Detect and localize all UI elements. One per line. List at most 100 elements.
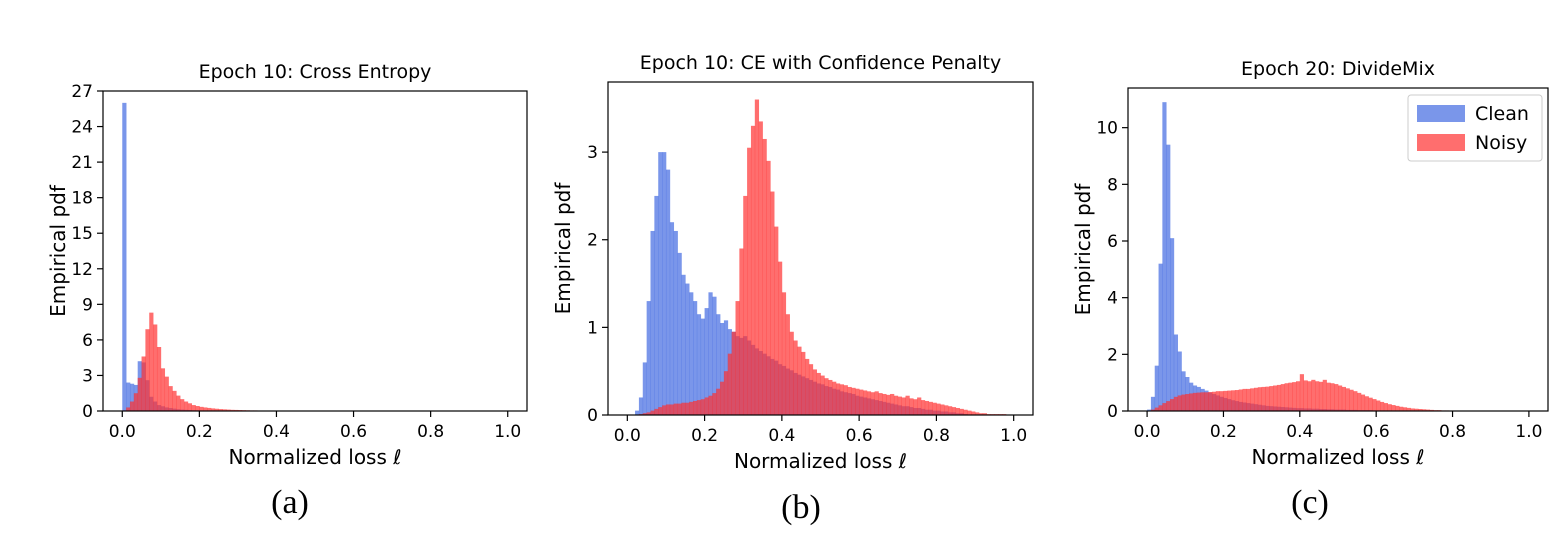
bar-noisy bbox=[1418, 409, 1423, 411]
chart-panel-1: 0.0 0.2 0.4 0.6 0.8 1.0 0 1 2 3 Epoch 10: CE with … bbox=[551, 52, 1034, 473]
y-tick-label: 0 bbox=[1107, 402, 1118, 422]
bar-clean bbox=[1154, 365, 1159, 411]
bar-noisy bbox=[141, 356, 146, 411]
bar-noisy bbox=[735, 301, 740, 415]
bar-noisy bbox=[1170, 399, 1175, 411]
bar-noisy bbox=[1246, 388, 1251, 411]
bar-noisy bbox=[1303, 380, 1308, 411]
bar-noisy bbox=[1261, 386, 1266, 411]
bar-noisy bbox=[851, 387, 856, 415]
bar-noisy bbox=[164, 376, 169, 411]
bar-noisy bbox=[226, 409, 231, 411]
bar-noisy bbox=[959, 408, 964, 415]
bar-noisy bbox=[681, 402, 686, 415]
bar-noisy bbox=[210, 408, 216, 411]
bar-noisy bbox=[843, 385, 848, 415]
x-axis-label: Normalized loss ℓ bbox=[734, 449, 907, 473]
y-tick-label: 27 bbox=[71, 82, 93, 102]
bar-noisy bbox=[750, 125, 756, 415]
bar-noisy bbox=[975, 412, 980, 415]
chart-panel-2: 0.0 0.2 0.4 0.6 0.8 1.0 0 2 4 6 8 10 Epoch 20: Divid… bbox=[1071, 58, 1549, 469]
bar-noisy bbox=[156, 347, 162, 411]
bar-noisy bbox=[793, 340, 798, 415]
bar-noisy bbox=[176, 395, 181, 411]
bar-noisy bbox=[133, 393, 139, 411]
bar-noisy bbox=[1158, 405, 1163, 411]
bar-noisy bbox=[963, 409, 968, 415]
bar-noisy bbox=[1391, 405, 1396, 411]
bar-noisy bbox=[1181, 394, 1186, 411]
bar-noisy bbox=[797, 346, 802, 415]
y-tick-label: 2 bbox=[587, 231, 598, 251]
x-tick-label: 0.2 bbox=[186, 422, 213, 442]
bar-noisy bbox=[1372, 399, 1377, 411]
x-tick-label: 0.4 bbox=[1286, 422, 1313, 442]
bar-noisy bbox=[1192, 392, 1198, 411]
bar-noisy bbox=[1334, 384, 1339, 411]
bar-noisy bbox=[917, 397, 922, 415]
bar-noisy bbox=[137, 377, 142, 411]
bar-noisy bbox=[669, 404, 675, 415]
bar-noisy bbox=[874, 391, 879, 415]
bar-noisy bbox=[1200, 392, 1205, 411]
bar-noisy bbox=[1177, 395, 1182, 411]
bar-clean bbox=[1162, 102, 1167, 412]
bar-noisy bbox=[870, 392, 875, 415]
bar-noisy bbox=[839, 384, 845, 415]
bar-noisy bbox=[180, 399, 185, 411]
bar-noisy bbox=[145, 329, 150, 411]
bar-noisy bbox=[1326, 382, 1331, 411]
x-tick-label: 0.6 bbox=[1363, 422, 1390, 442]
x-tick-label: 0.8 bbox=[923, 426, 950, 446]
bar-noisy bbox=[642, 413, 647, 415]
bar-noisy bbox=[1204, 392, 1209, 411]
bar-clean bbox=[638, 397, 644, 415]
bar-noisy bbox=[955, 407, 960, 415]
y-tick-label: 0 bbox=[587, 406, 598, 426]
bar-noisy bbox=[1242, 388, 1247, 411]
bar-noisy bbox=[1265, 386, 1270, 411]
bar-noisy bbox=[1425, 409, 1430, 411]
bar-clean bbox=[689, 292, 694, 415]
legend-swatch-clean bbox=[1417, 105, 1465, 122]
bar-noisy bbox=[650, 410, 655, 415]
bar-noisy bbox=[948, 406, 953, 415]
bar-clean bbox=[1158, 263, 1163, 411]
bar-clean bbox=[1170, 238, 1175, 411]
bar-clean bbox=[716, 314, 721, 415]
bar-noisy bbox=[1219, 391, 1224, 411]
y-tick-label: 18 bbox=[71, 189, 93, 209]
bar-noisy bbox=[203, 407, 208, 411]
bar-noisy bbox=[693, 400, 698, 415]
bar-clean bbox=[129, 383, 135, 411]
bar-noisy bbox=[863, 390, 868, 415]
bar-clean bbox=[704, 308, 709, 415]
series-clean bbox=[1147, 102, 1415, 412]
bar-noisy bbox=[129, 401, 135, 411]
bar-noisy bbox=[743, 195, 748, 415]
series-noisy bbox=[122, 312, 297, 411]
bar-noisy bbox=[789, 331, 794, 415]
bar-noisy bbox=[199, 406, 204, 411]
bar-noisy bbox=[824, 378, 829, 415]
series-noisy bbox=[638, 99, 1007, 416]
bar-clean bbox=[669, 222, 675, 415]
bar-noisy bbox=[1212, 391, 1217, 411]
bar-noisy bbox=[982, 413, 987, 415]
bar-noisy bbox=[1406, 407, 1411, 411]
bar-noisy bbox=[207, 407, 212, 411]
bar-noisy bbox=[920, 400, 926, 415]
bar-noisy bbox=[191, 405, 196, 411]
bar-noisy bbox=[909, 398, 914, 415]
bar-noisy bbox=[168, 386, 173, 411]
bar-clean bbox=[654, 195, 659, 415]
bar-noisy bbox=[1269, 386, 1274, 411]
bar-noisy bbox=[658, 407, 663, 415]
bar-clean bbox=[708, 292, 713, 415]
bar-noisy bbox=[1189, 393, 1194, 411]
bar-noisy bbox=[1296, 381, 1301, 411]
legend-label-clean: Clean bbox=[1475, 103, 1529, 125]
x-tick-label: 0.8 bbox=[417, 422, 444, 442]
bar-noisy bbox=[762, 138, 767, 415]
